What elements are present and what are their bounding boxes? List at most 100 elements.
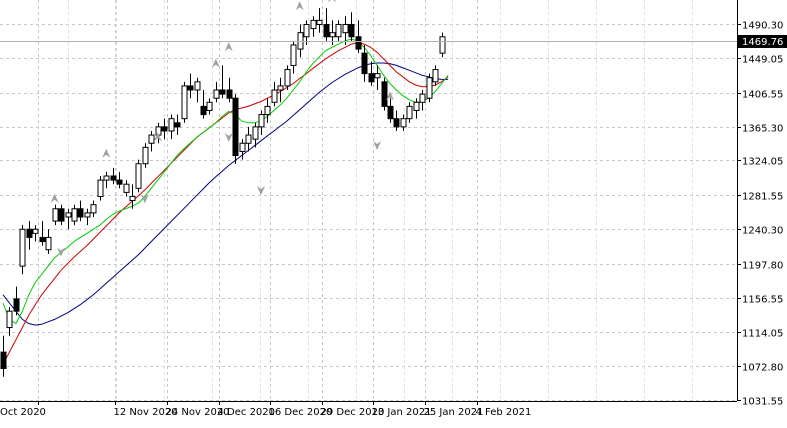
candle-body-bull <box>400 118 407 128</box>
ma-slow-line <box>2 62 449 326</box>
candle-body-bull <box>239 142 246 152</box>
candle-body-bull <box>103 175 110 181</box>
candle-body-bull <box>413 101 420 111</box>
candle <box>13 286 20 316</box>
candle-body-bull <box>90 204 97 214</box>
candle <box>84 208 91 226</box>
candle-body-bull <box>19 228 26 267</box>
candle-body-bull <box>329 32 336 38</box>
candle-body-bear <box>161 126 168 132</box>
candle-body-bull <box>374 73 381 79</box>
candle <box>103 171 110 189</box>
candle <box>0 335 7 377</box>
candle-body-bear <box>348 23 355 38</box>
candle-body-bull <box>135 163 142 189</box>
candle <box>342 16 349 45</box>
candle <box>142 143 149 168</box>
candle <box>329 20 336 45</box>
candle <box>90 200 97 217</box>
y-tick-label: 1114.05 <box>742 329 783 340</box>
y-tick-label: 1197.80 <box>742 261 783 272</box>
candle-body-bull <box>264 105 271 116</box>
candle-body-bear <box>393 118 400 128</box>
candle-body-bull <box>168 118 175 132</box>
x-tick-label: 13 Jan 2021 <box>372 407 432 418</box>
candle <box>374 65 381 91</box>
candle <box>400 114 407 131</box>
candle-body-bear <box>226 89 233 99</box>
candle-body-bull <box>406 105 413 120</box>
fractal-down-icon <box>257 186 265 196</box>
candle <box>77 200 84 222</box>
candle-body-bull <box>148 134 155 144</box>
candle-body-bull <box>71 208 78 222</box>
candle <box>252 122 259 148</box>
candle <box>97 176 104 201</box>
candle-body-bull <box>271 89 278 103</box>
x-tick-label: 25 Jan 2021 <box>424 407 484 418</box>
candle <box>387 98 394 123</box>
candle-body-bear <box>387 105 394 120</box>
candle <box>110 167 117 185</box>
fractal-up-icon <box>153 132 162 142</box>
candle-body-bull <box>252 126 259 140</box>
candle-body-bull <box>284 69 291 87</box>
x-tick-label: Oct 2020 <box>0 407 46 418</box>
candle <box>135 159 142 193</box>
candle <box>290 40 297 74</box>
candle-body-bull <box>65 212 72 218</box>
candles <box>0 8 446 377</box>
candle <box>39 221 46 246</box>
candle <box>439 32 446 58</box>
fractal-down-icon <box>140 194 149 204</box>
candle <box>168 114 175 140</box>
candle <box>277 77 284 103</box>
candle <box>406 102 413 123</box>
candle-body-bull <box>277 85 284 91</box>
candle-body-bull <box>84 212 91 218</box>
candle-body-bull <box>335 23 342 38</box>
candle-body-bear <box>200 105 207 116</box>
candle <box>213 81 220 103</box>
candle-body-bull <box>97 179 104 197</box>
candle-body-bull <box>439 36 446 54</box>
candle <box>181 81 188 123</box>
candle <box>271 81 278 107</box>
current-price-label: 1469.76 <box>742 37 783 48</box>
candle-body-bear <box>58 208 65 222</box>
candle-body-bull <box>6 310 13 329</box>
candle-body-bear <box>26 228 33 238</box>
candle <box>187 73 194 99</box>
candle-body-bull <box>297 32 304 50</box>
candle-body-bull <box>45 236 52 251</box>
candle <box>368 61 375 86</box>
moving-averages <box>2 38 449 365</box>
fractal-up-icon <box>295 1 304 11</box>
candle-body-bull <box>129 195 136 202</box>
candle <box>161 118 168 140</box>
candle <box>232 94 239 164</box>
candle-body-bull <box>290 44 297 66</box>
y-tick-label: 1406.55 <box>742 90 783 101</box>
candle-body-bear <box>381 81 388 107</box>
candle-body-bull <box>342 23 349 34</box>
candle <box>58 204 65 226</box>
candle-body-bull <box>310 19 317 30</box>
fractal-up-icon <box>386 91 394 101</box>
y-tick-label: 1324.05 <box>742 157 783 168</box>
candle <box>284 65 291 91</box>
y-tick-label: 1156.55 <box>742 295 783 306</box>
fractal-up-icon <box>224 42 233 52</box>
candle-body-bull <box>32 228 39 234</box>
candle <box>432 65 439 86</box>
candle <box>323 8 330 41</box>
fractals <box>50 0 394 257</box>
candle-body-bull <box>245 134 252 144</box>
candle-body-bull <box>316 19 323 25</box>
candle-body-bear <box>219 89 226 95</box>
candle-body-bull <box>419 93 426 103</box>
candle-body-bear <box>232 97 239 157</box>
candle-body-bear <box>0 351 7 370</box>
candle-body-bull <box>123 183 130 193</box>
